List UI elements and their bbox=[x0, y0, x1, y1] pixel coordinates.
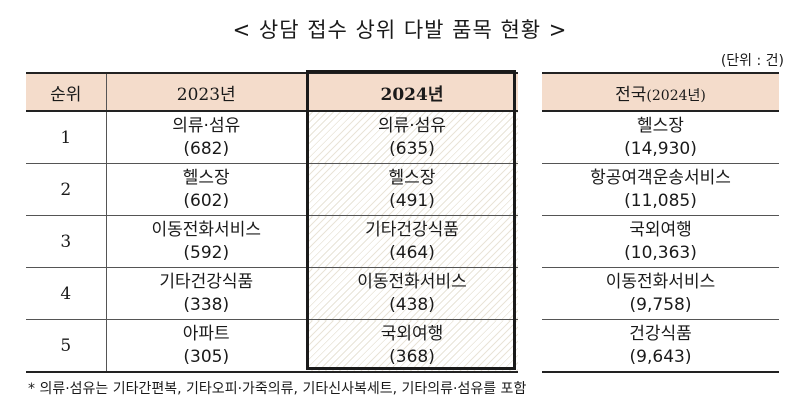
unit-label: (단위 : 건) bbox=[720, 53, 784, 69]
header-national: 전국(2024년) bbox=[542, 72, 779, 112]
table-row: 2 헬스장 (602) 헬스장 (491) bbox=[26, 163, 518, 216]
item-name: 헬스장 bbox=[182, 167, 230, 188]
item-name: 의류·섬유 bbox=[172, 115, 241, 136]
item-name: 헬스장 bbox=[388, 167, 436, 188]
cell-national: 항공여객운송서비스 (11,085) bbox=[542, 163, 779, 216]
rank-cell: 1 bbox=[26, 110, 107, 164]
item-name: 항공여객운송서비스 bbox=[590, 167, 731, 188]
cell-2024: 국외여행 (368) bbox=[306, 319, 518, 373]
footnote: * 의류·섬유는 기타간편복, 기타오피·가죽의류, 기타신사복세트, 기타의류… bbox=[28, 381, 527, 397]
table-row: 5 아파트 (305) 국외여행 (368) bbox=[26, 319, 518, 373]
item-count: (9,643) bbox=[629, 346, 692, 367]
item-count: (438) bbox=[389, 294, 435, 315]
item-count: (368) bbox=[389, 346, 435, 367]
cell-2023: 아파트 (305) bbox=[106, 319, 306, 373]
cell-national: 헬스장 (14,930) bbox=[542, 110, 779, 164]
page-title: < 상담 접수 상위 다발 품목 현황 > bbox=[232, 18, 568, 42]
item-count: (491) bbox=[389, 190, 435, 211]
item-name: 기타건강식품 bbox=[159, 271, 254, 292]
item-count: (11,085) bbox=[624, 190, 697, 211]
national-ranking-table: 전국(2024년) 헬스장 (14,930) 항공여객운송서비스 (11,085) … bbox=[542, 72, 779, 373]
item-name: 건강식품 bbox=[629, 323, 692, 344]
rank-cell: 5 bbox=[26, 319, 107, 373]
item-count: (305) bbox=[183, 346, 230, 367]
rank-cell: 4 bbox=[26, 267, 107, 320]
table-row: 3 이동전화서비스 (592) 기타건강식품 (464) bbox=[26, 215, 518, 268]
cell-2023: 이동전화서비스 (592) bbox=[106, 215, 306, 268]
table-row: 헬스장 (14,930) bbox=[542, 110, 779, 164]
rank-cell: 2 bbox=[26, 163, 107, 216]
item-name: 국외여행 bbox=[629, 219, 692, 240]
item-count: (682) bbox=[183, 138, 230, 159]
table-row: 항공여객운송서비스 (11,085) bbox=[542, 163, 779, 216]
cell-2024: 기타건강식품 (464) bbox=[306, 215, 518, 268]
item-name: 이동전화서비스 bbox=[357, 271, 467, 292]
local-ranking-table: 순위 2023년 2024년 1 의류·섬유 (682) 의류·섬유 (635) 2… bbox=[26, 72, 518, 373]
item-count: (602) bbox=[183, 190, 230, 211]
item-count: (10,363) bbox=[624, 242, 697, 263]
item-count: (9,758) bbox=[629, 294, 692, 315]
item-count: (338) bbox=[183, 294, 230, 315]
cell-2023: 기타건강식품 (338) bbox=[106, 267, 306, 320]
item-name: 기타건강식품 bbox=[365, 219, 459, 240]
table-header-row: 순위 2023년 2024년 bbox=[26, 72, 518, 112]
item-name: 의류·섬유 bbox=[378, 115, 446, 136]
table-row: 이동전화서비스 (9,758) bbox=[542, 267, 779, 320]
cell-national: 이동전화서비스 (9,758) bbox=[542, 267, 779, 320]
table-row: 국외여행 (10,363) bbox=[542, 215, 779, 268]
cell-2023: 의류·섬유 (682) bbox=[106, 110, 306, 164]
item-name: 이동전화서비스 bbox=[151, 219, 261, 240]
header-2024: 2024년 bbox=[306, 72, 518, 112]
item-name: 국외여행 bbox=[380, 323, 444, 344]
item-count: (464) bbox=[389, 242, 435, 263]
cell-2024: 헬스장 (491) bbox=[306, 163, 518, 216]
header-national-year: (2024년) bbox=[646, 87, 706, 104]
item-count: (592) bbox=[183, 242, 230, 263]
cell-national: 건강식품 (9,643) bbox=[542, 319, 779, 373]
item-count: (14,930) bbox=[624, 138, 697, 159]
header-rank: 순위 bbox=[26, 72, 107, 112]
item-name: 아파트 bbox=[182, 323, 230, 344]
table-row: 건강식품 (9,643) bbox=[542, 319, 779, 373]
cell-2024: 의류·섬유 (635) bbox=[306, 110, 518, 164]
rank-cell: 3 bbox=[26, 215, 107, 268]
table-header-row: 전국(2024년) bbox=[542, 72, 779, 112]
table-row: 4 기타건강식품 (338) 이동전화서비스 (438) bbox=[26, 267, 518, 320]
header-national-label: 전국 bbox=[615, 84, 647, 105]
item-count: (635) bbox=[389, 138, 435, 159]
cell-2024: 이동전화서비스 (438) bbox=[306, 267, 518, 320]
header-2023: 2023년 bbox=[106, 72, 306, 112]
cell-2023: 헬스장 (602) bbox=[106, 163, 306, 216]
cell-national: 국외여행 (10,363) bbox=[542, 215, 779, 268]
item-name: 헬스장 bbox=[637, 115, 684, 136]
table-row: 1 의류·섬유 (682) 의류·섬유 (635) bbox=[26, 110, 518, 164]
item-name: 이동전화서비스 bbox=[605, 271, 716, 292]
